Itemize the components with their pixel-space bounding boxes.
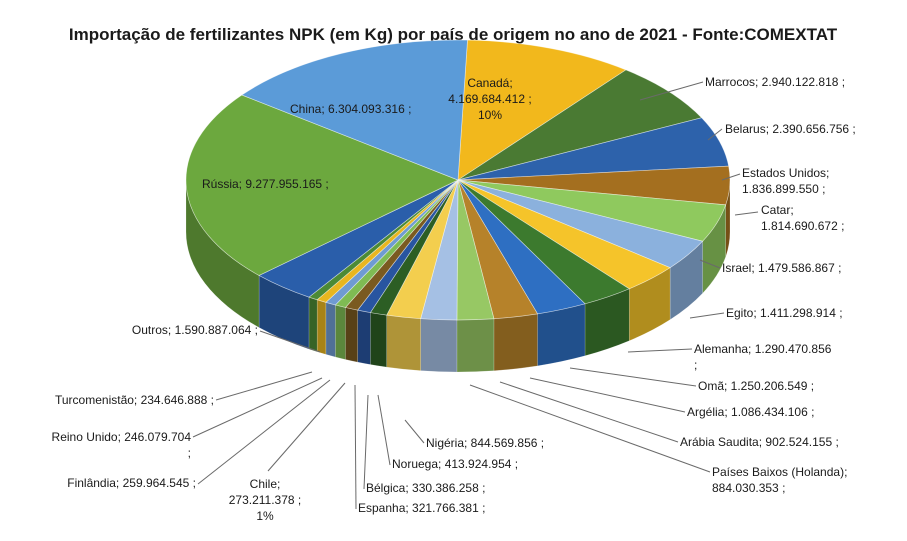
data-label-oma: Omã; 1.250.206.549 ;	[698, 379, 814, 393]
leader-line-oma	[569, 367, 697, 387]
slice-labels: Canadá; 4.169.684.412 ; 10% Marrocos; 2.940…	[52, 75, 856, 523]
pie-sides	[185, 179, 731, 373]
leader-line-argelia	[529, 377, 686, 413]
pie-top-slices	[185, 39, 731, 321]
data-label-catar: Catar; 1.814.690.672 ;	[761, 203, 844, 233]
leader-line-nigeria	[404, 419, 425, 444]
leader-line-espanha	[354, 384, 357, 510]
leader-line-arabia-saudita	[499, 381, 679, 443]
pie-slice-china	[241, 39, 468, 181]
data-label-israel: Israel; 1.479.586.867 ;	[722, 261, 841, 275]
data-label-arabia-saudita: Arábia Saudita; 902.524.155 ;	[680, 435, 839, 449]
data-label-finlandia: Finlândia; 259.964.545 ;	[67, 476, 196, 490]
leader-line-catar	[734, 211, 759, 216]
leader-line-chile	[267, 382, 346, 472]
leader-line-egito	[689, 312, 725, 319]
leader-lines	[192, 81, 759, 510]
data-label-outros: Outros; 1.590.887.064 ;	[132, 323, 258, 337]
chart-title: Importação de fertilizantes NPK (em Kg) …	[69, 25, 838, 44]
leader-line-finlandia	[197, 379, 331, 485]
data-label-noruega: Noruega; 413.924.954 ;	[392, 457, 518, 471]
pie-side-reino-unido	[316, 299, 327, 355]
data-label-paises-baixos-holanda: Países Baixos (Holanda); 884.030.353 ;	[712, 465, 847, 495]
leader-line-israel	[699, 259, 721, 269]
leader-line-belgica	[363, 394, 369, 490]
pie-side-paises-baixos-holanda	[420, 318, 458, 373]
leader-line-reino-unido	[192, 377, 323, 438]
pie-side-arabia-saudita	[456, 318, 495, 373]
pie-side-nigeria	[386, 314, 421, 371]
pie-slice-russia	[185, 94, 459, 276]
leader-line-outros	[259, 330, 321, 353]
data-label-reino-unido: Reino Unido; 246.079.704;	[52, 430, 192, 460]
pie-side-turcomenistao	[308, 296, 318, 353]
pie-side-oma	[537, 303, 586, 367]
data-label-canada: Canadá; 4.169.684.412 ; 10%	[448, 76, 531, 122]
leader-line-estados-unidos	[721, 173, 741, 181]
data-label-marrocos: Marrocos; 2.940.122.818 ;	[705, 75, 845, 89]
data-label-russia: Rússia; 9.277.955.165 ;	[202, 177, 329, 191]
data-label-china: China; 6.304.093.316 ;	[290, 102, 411, 116]
data-label-belarus: Belarus; 2.390.656.756 ;	[725, 122, 856, 136]
pie-side-argelia	[493, 313, 538, 372]
pie-side-noruega	[370, 312, 387, 368]
data-label-nigeria: Nigéria; 844.569.856 ;	[426, 436, 544, 450]
pie-side-belgica	[357, 309, 371, 365]
pie-side-espanha	[345, 307, 358, 363]
data-label-belgica: Bélgica; 330.386.258 ;	[366, 481, 485, 495]
data-label-argelia: Argélia; 1.086.434.106 ;	[687, 405, 814, 419]
pie-slice-canada	[457, 39, 627, 181]
data-label-estados-unidos: Estados Unidos; 1.836.899.550 ;	[742, 166, 829, 196]
leader-line-alemanha	[627, 348, 693, 353]
data-label-egito: Egito; 1.411.298.914 ;	[726, 306, 843, 320]
data-label-chile: Chile; 273.211.378 ; 1%	[229, 477, 302, 523]
data-label-espanha: Espanha; 321.766.381 ;	[358, 501, 485, 515]
leader-line-turcomenistao	[215, 371, 313, 401]
leader-line-noruega	[377, 394, 391, 466]
data-label-alemanha: Alemanha; 1.290.470.856;	[694, 342, 832, 372]
leader-line-belarus	[707, 128, 723, 141]
leader-line-paises-baixos-holanda	[469, 384, 711, 473]
pie-side-finlandia	[325, 302, 336, 358]
leader-line-marrocos	[639, 81, 704, 101]
pie-side-chile	[335, 304, 346, 360]
data-label-turcomenistao: Turcomenistão; 234.646.888 ;	[55, 393, 214, 407]
